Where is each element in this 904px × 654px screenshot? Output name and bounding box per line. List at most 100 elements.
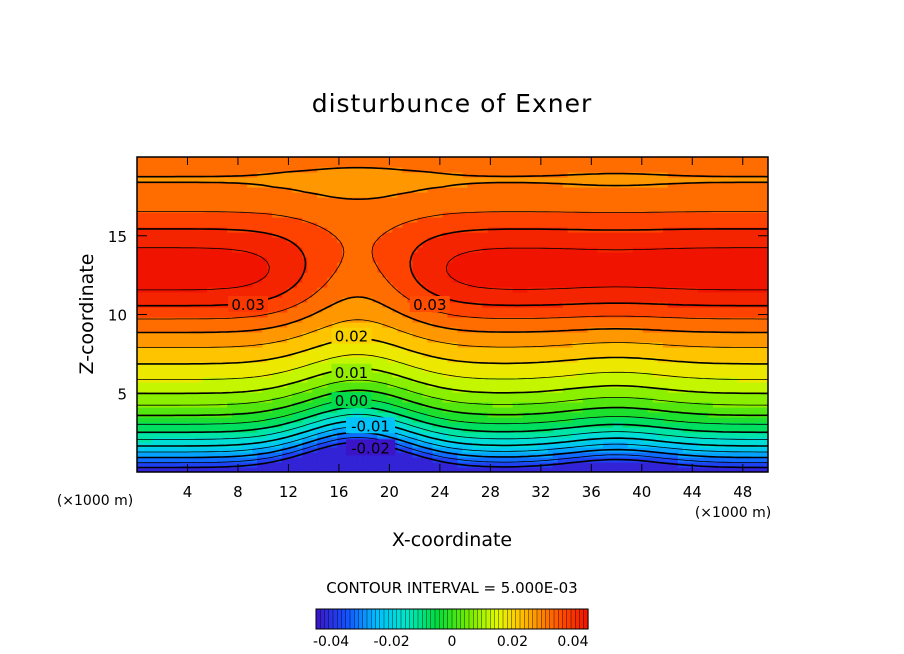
colorbar-tick-label: 0.04 bbox=[557, 634, 588, 650]
colorbar-cell bbox=[473, 608, 479, 630]
contour-label: 0.00 bbox=[335, 392, 368, 410]
colorbar-cell bbox=[477, 608, 483, 630]
colorbar-cell bbox=[579, 608, 585, 630]
contour-label: 0.03 bbox=[413, 296, 446, 314]
colorbar-cell bbox=[358, 608, 364, 630]
colorbar-cell bbox=[379, 608, 385, 630]
colorbar-cell bbox=[468, 608, 474, 630]
colorbar-cell bbox=[464, 608, 470, 630]
x-tick-label: 12 bbox=[279, 483, 298, 501]
colorbar-cell bbox=[400, 608, 406, 630]
contour-line bbox=[137, 431, 768, 459]
colorbar-cell bbox=[528, 608, 534, 630]
colorbar-cell bbox=[324, 608, 330, 630]
contour-line bbox=[137, 413, 768, 440]
x-tick-label: 16 bbox=[329, 483, 348, 501]
colorbar-cell bbox=[315, 608, 321, 630]
contour-labels: 0.03 0.03 0.02 0.01 0.00 -0.01 -0.02 bbox=[228, 296, 450, 457]
x-tick-label: 40 bbox=[632, 483, 651, 501]
colorbar-cell bbox=[532, 608, 538, 630]
contour-label-bg bbox=[331, 327, 372, 344]
colorbar-cell bbox=[498, 608, 504, 630]
colorbar-cell bbox=[456, 608, 462, 630]
x-tick-label: 8 bbox=[233, 483, 243, 501]
contour-label-bg bbox=[346, 439, 395, 456]
colorbar-cell bbox=[354, 608, 360, 630]
colorbar-cell bbox=[485, 608, 491, 630]
contour-line bbox=[137, 379, 768, 406]
colorbar-cell bbox=[524, 608, 530, 630]
colorbar-cell bbox=[553, 608, 559, 630]
colorbar-cell bbox=[460, 608, 466, 630]
contour-line bbox=[137, 354, 768, 380]
contour-line bbox=[137, 211, 768, 320]
contour-label-bg bbox=[409, 296, 450, 312]
colorbar-cell bbox=[375, 608, 381, 630]
contour-line bbox=[137, 228, 768, 307]
colorbar-cell bbox=[562, 608, 568, 630]
colorbar-cell bbox=[434, 608, 440, 630]
contour-label-bg bbox=[346, 417, 395, 434]
contour-line bbox=[137, 420, 768, 447]
colorbar-cell bbox=[337, 608, 343, 630]
chart-title: disturbunce of Exner bbox=[312, 89, 593, 118]
contour-label: -0.02 bbox=[351, 439, 390, 457]
colorbar-cell bbox=[558, 608, 564, 630]
colorbar-cell bbox=[409, 608, 415, 630]
x-tick-label: 48 bbox=[733, 483, 752, 501]
colorbar-tick-label: -0.04 bbox=[313, 634, 349, 650]
colorbar-cell bbox=[490, 608, 496, 630]
colorbar-cell bbox=[447, 608, 453, 630]
x-tick-label: 36 bbox=[582, 483, 601, 501]
colorbar-cell bbox=[328, 608, 334, 630]
colorbar-cell bbox=[545, 608, 551, 630]
colorbar-cell bbox=[443, 608, 449, 630]
y-axis-label: Z-coordinate bbox=[76, 254, 98, 375]
contour-interval-text: CONTOUR INTERVAL = 5.000E-03 bbox=[326, 579, 577, 597]
colorbar-cell bbox=[383, 608, 389, 630]
colorbar-cell bbox=[570, 608, 576, 630]
colorbar-cell bbox=[494, 608, 500, 630]
colorbar-cell bbox=[413, 608, 419, 630]
colorbar-cell bbox=[345, 608, 351, 630]
colorbar-cell bbox=[439, 608, 445, 630]
contour-label-bg bbox=[331, 363, 372, 380]
colorbar-cell bbox=[332, 608, 338, 630]
x-tick-label: 44 bbox=[683, 483, 702, 501]
colorbar-cell bbox=[349, 608, 355, 630]
colorbar-cell bbox=[566, 608, 572, 630]
colorbar-cell bbox=[392, 608, 398, 630]
contour-line bbox=[137, 389, 768, 417]
colorbar-frame bbox=[315, 608, 589, 630]
colorbar-cell bbox=[519, 608, 525, 630]
contour-line bbox=[137, 319, 768, 348]
x-tick-label: 4 bbox=[183, 483, 193, 501]
colorbar-cell bbox=[430, 608, 436, 630]
contour-label-bg bbox=[228, 296, 269, 312]
x-tick-label: 24 bbox=[430, 483, 449, 501]
contour-line bbox=[137, 426, 768, 453]
y-unit-note: (×1000 m) bbox=[57, 493, 133, 509]
colorbar-cell bbox=[481, 608, 487, 630]
colorbar-cell bbox=[362, 608, 368, 630]
colorbar: -0.04 -0.02 0 0.02 0.04 bbox=[313, 608, 589, 650]
colorbar-cell bbox=[502, 608, 508, 630]
contour-label: 0.01 bbox=[335, 364, 368, 382]
colorbar-cell bbox=[422, 608, 428, 630]
colorbar-cell bbox=[371, 608, 377, 630]
colorbar-cell bbox=[451, 608, 457, 630]
contour-label: 0.02 bbox=[335, 328, 368, 346]
contour-line bbox=[137, 437, 768, 464]
x-axis-label: X-coordinate bbox=[392, 529, 512, 551]
colorbar-cell bbox=[417, 608, 423, 630]
colorbar-cell bbox=[341, 608, 347, 630]
y-tick-label: 10 bbox=[108, 307, 127, 325]
y-axis: 5 10 15 bbox=[108, 228, 768, 403]
colorbar-cell bbox=[515, 608, 521, 630]
colorbar-cell bbox=[507, 608, 513, 630]
x-tick-label: 20 bbox=[380, 483, 399, 501]
y-tick-label: 5 bbox=[117, 385, 127, 403]
colorbar-tick-label: 0.02 bbox=[497, 634, 528, 650]
x-tick-label: 32 bbox=[531, 483, 550, 501]
